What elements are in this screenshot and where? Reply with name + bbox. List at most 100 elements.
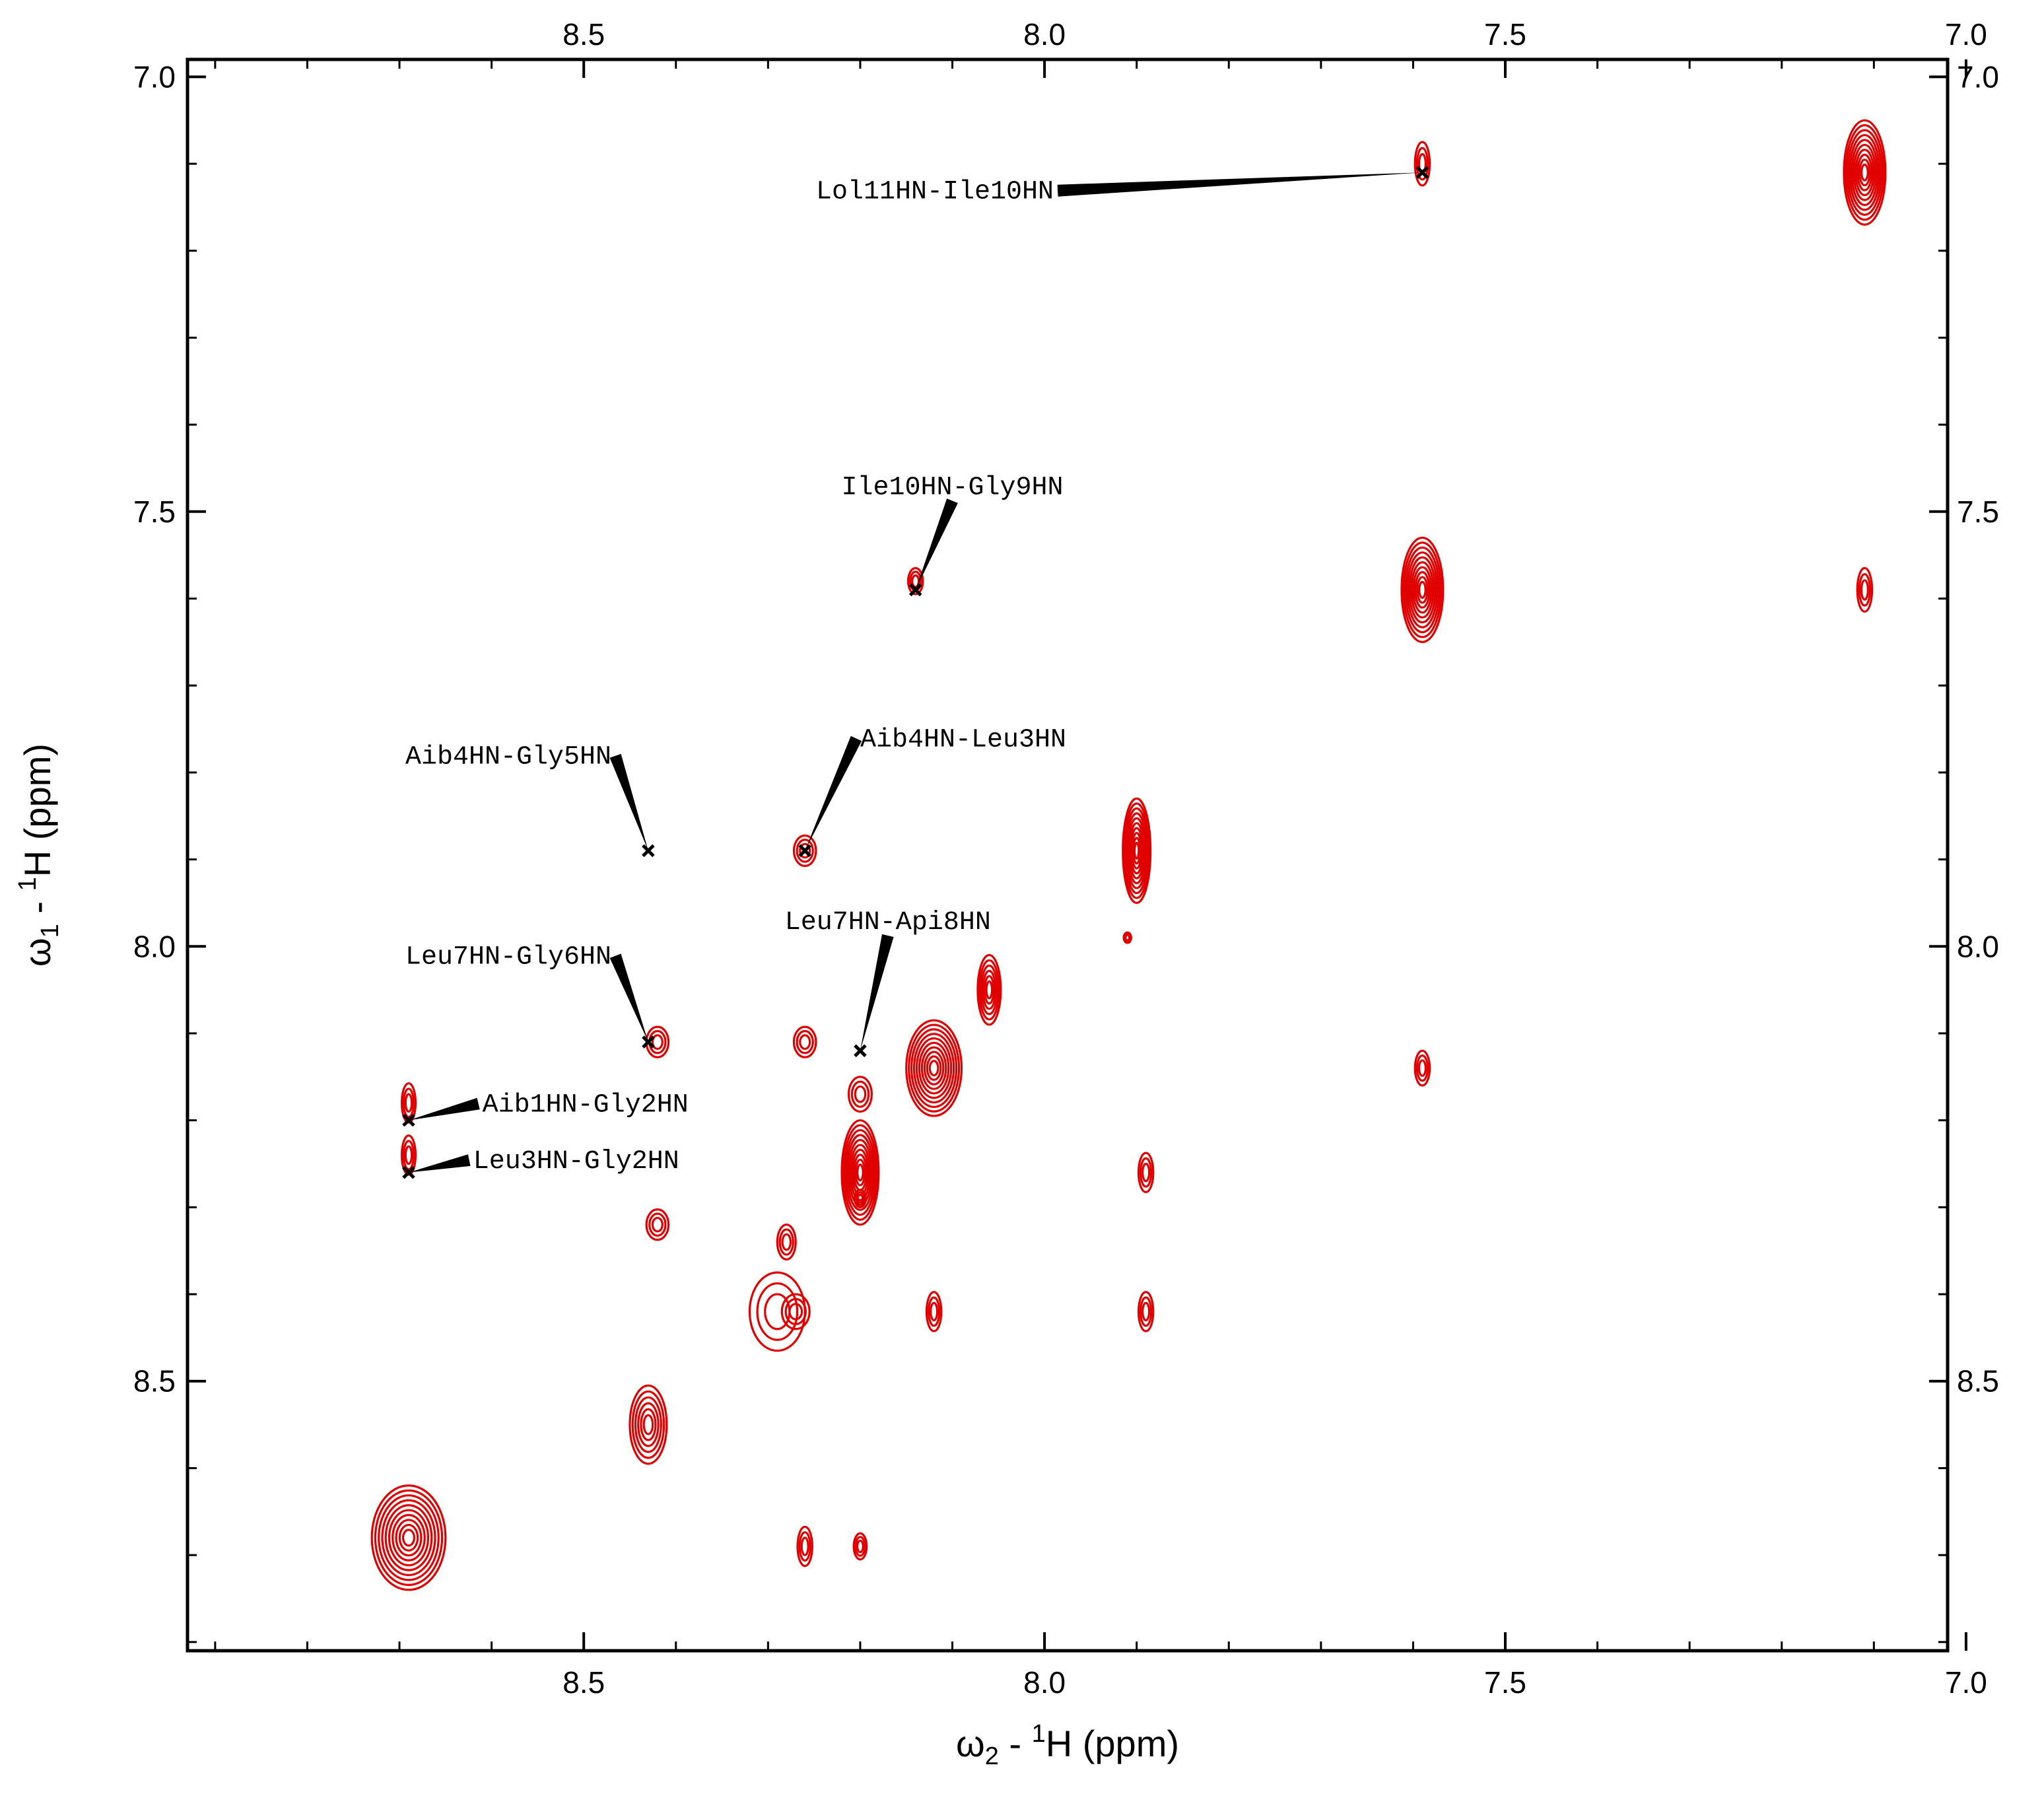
contour-level [912, 1033, 955, 1104]
contour-level [784, 1297, 807, 1326]
contour-level [930, 1301, 939, 1322]
contour-level [388, 1509, 430, 1567]
cross-peak [1122, 931, 1132, 944]
y-tick-label-right: 8.5 [1957, 1364, 1999, 1399]
cross-peak [776, 1224, 797, 1261]
contour-level [1414, 141, 1431, 187]
contour-level [915, 1037, 953, 1099]
contour-level [404, 1145, 413, 1165]
contour-level [1139, 1296, 1153, 1327]
contour-level [648, 1212, 667, 1237]
contour-level [1855, 149, 1875, 197]
contour-level [1860, 579, 1869, 601]
annotation-leader [1057, 172, 1423, 197]
contour-level [927, 1296, 941, 1327]
annotation-label: Lol11HN-Ile10HN [816, 178, 1054, 207]
contour-level [395, 1519, 423, 1557]
contour-level [910, 1028, 958, 1109]
contour-level [840, 1119, 880, 1226]
contour-level [398, 1523, 419, 1552]
contour-level [796, 1029, 814, 1054]
contour-level [1128, 822, 1145, 880]
peak-annotation: Leu7HN-Api8HN [785, 908, 991, 1058]
contour-level [844, 1128, 877, 1216]
cross-peak [792, 1025, 817, 1058]
contour-level [756, 1282, 799, 1341]
contour-level [842, 1124, 878, 1221]
contour-level [906, 567, 924, 596]
annotation-leader [805, 736, 862, 851]
contour-level [631, 1390, 665, 1459]
contour-peaks [370, 119, 1887, 1591]
x-tick-label-top: 8.5 [562, 17, 605, 52]
contour-level [1124, 807, 1149, 895]
cross-peak [852, 1532, 868, 1561]
peak-marker [402, 1113, 415, 1127]
contour-level [854, 1085, 867, 1103]
annotation-leader [915, 499, 958, 590]
contour-level [776, 1224, 797, 1261]
annotation-label: Leu3HN-Gly2HN [473, 1147, 679, 1177]
contour-level [982, 969, 997, 1010]
contour-level [781, 1233, 792, 1251]
contour-level [1415, 147, 1429, 181]
y-tick-label-left: 8.5 [133, 1364, 176, 1399]
x-tick-label-top: 7.5 [1484, 17, 1526, 52]
plot-frame [186, 57, 1950, 1653]
contour-level [923, 1051, 945, 1086]
cross-peak [840, 1119, 880, 1226]
annotation-label: Aib4HN-Leu3HN [860, 725, 1066, 755]
contour-level [1849, 133, 1881, 211]
peak-annotation: Aib4HN-Leu3HN [798, 725, 1066, 858]
contour-level [856, 1193, 864, 1204]
contour-level [1414, 1049, 1431, 1087]
peak-marker [642, 844, 655, 858]
cross-peak [1414, 141, 1431, 187]
x-tick-label-bottom: 8.5 [562, 1665, 605, 1700]
cross-peak [1856, 567, 1874, 613]
contour-level [800, 1537, 809, 1556]
contour-level [920, 1046, 947, 1090]
y-tick-label-right: 8.0 [1957, 929, 1999, 963]
contour-level [1858, 572, 1872, 607]
contour-level [1402, 541, 1443, 639]
cross-peak [905, 1019, 963, 1117]
peak-marker [1415, 166, 1429, 179]
annotation-label: Ile10HN-Gly9HN [841, 473, 1063, 502]
contour-level [402, 1088, 415, 1119]
contour-level [1127, 817, 1147, 885]
y-tick-label-left: 7.5 [133, 495, 176, 529]
y-tick-label-left: 8.0 [133, 929, 176, 963]
contour-level [374, 1489, 444, 1586]
contour-level [1414, 570, 1431, 609]
cross-peak [847, 1076, 873, 1113]
contour-level [1130, 831, 1143, 870]
peak-annotation: Aib4HN-Gly5HN [405, 743, 655, 858]
contour-level [651, 1216, 664, 1233]
contour-level [788, 1303, 803, 1321]
annotation-leader [408, 1154, 471, 1173]
contour-level [796, 839, 814, 863]
contour-level [637, 1402, 660, 1447]
cross-peak [748, 1271, 806, 1352]
cross-peak [645, 1208, 670, 1241]
contour-level [853, 1189, 867, 1208]
contour-level [381, 1499, 436, 1577]
peak-annotation: Ile10HN-Gly9HN [841, 473, 1064, 597]
contour-level [634, 1396, 662, 1453]
contour-level [905, 1019, 963, 1117]
cross-peak [1414, 1049, 1431, 1087]
contour-level [855, 1191, 866, 1206]
contour-level [850, 1080, 870, 1108]
contour-level [1410, 561, 1435, 619]
contour-level [1141, 1301, 1151, 1322]
contour-level [985, 980, 994, 1000]
contour-level [392, 1513, 426, 1562]
contour-level [1415, 1054, 1429, 1082]
cross-peak [1843, 119, 1887, 226]
contour-level [792, 1025, 817, 1058]
contour-level [796, 1525, 813, 1568]
contour-level [1133, 841, 1140, 860]
contour-level [1129, 827, 1144, 875]
